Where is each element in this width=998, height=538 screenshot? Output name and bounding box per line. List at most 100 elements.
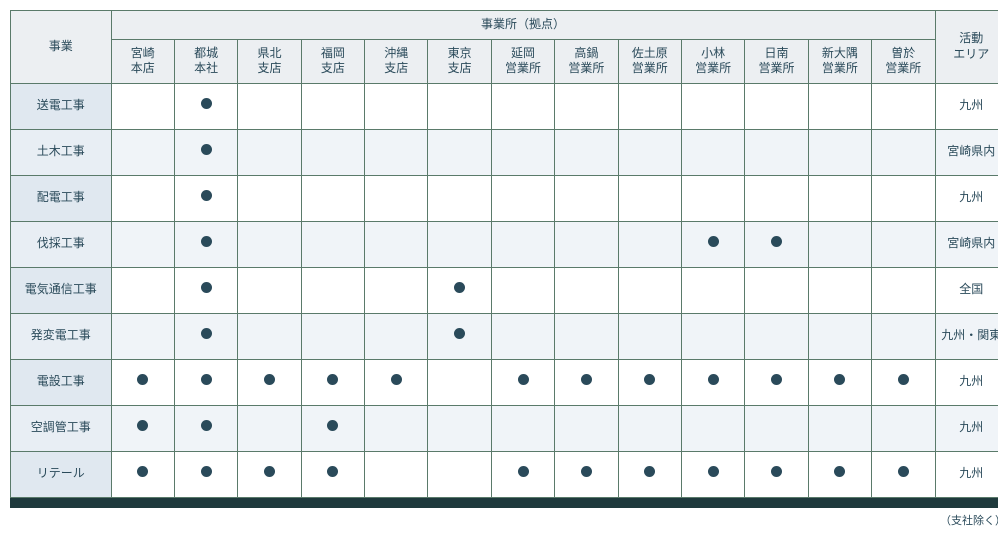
col-header-office: 福岡支店	[301, 39, 364, 83]
dot-icon	[771, 466, 782, 477]
mark-cell	[681, 83, 744, 129]
dot-icon	[518, 374, 529, 385]
mark-cell	[681, 359, 744, 405]
mark-cell	[808, 175, 871, 221]
table-row: 土木工事宮崎県内	[11, 129, 998, 175]
mark-cell	[238, 359, 301, 405]
mark-cell	[491, 83, 554, 129]
table-container: 事業 事業所（拠点） 活動エリア 宮崎本店都城本社県北支店福岡支店沖縄支店東京支…	[10, 10, 998, 528]
mark-cell	[555, 221, 618, 267]
mark-cell	[365, 129, 428, 175]
mark-cell	[808, 405, 871, 451]
mark-cell	[301, 313, 364, 359]
mark-cell	[618, 267, 681, 313]
mark-cell	[301, 405, 364, 451]
col-header-office: 沖縄支店	[365, 39, 428, 83]
mark-cell	[745, 405, 808, 451]
mark-cell	[872, 221, 935, 267]
mark-cell	[491, 267, 554, 313]
mark-cell	[555, 313, 618, 359]
mark-cell	[365, 175, 428, 221]
table-row: リテール 九州	[11, 451, 998, 497]
table-body: 送電工事九州土木工事宮崎県内配電工事九州伐採工事宮崎県内電気通信工事全国発変電工…	[11, 83, 998, 497]
mark-cell	[174, 451, 237, 497]
dot-icon	[137, 420, 148, 431]
mark-cell	[238, 405, 301, 451]
mark-cell	[681, 405, 744, 451]
area-cell: 九州	[935, 359, 998, 405]
mark-cell	[428, 175, 491, 221]
area-cell: 九州	[935, 175, 998, 221]
mark-cell	[618, 451, 681, 497]
mark-cell	[238, 221, 301, 267]
mark-cell	[618, 221, 681, 267]
mark-cell	[238, 267, 301, 313]
mark-cell	[174, 83, 237, 129]
mark-cell	[365, 267, 428, 313]
table-row: 電設工事 九州	[11, 359, 998, 405]
dot-icon	[834, 374, 845, 385]
col-header-office: 新大隅営業所	[808, 39, 871, 83]
mark-cell	[872, 175, 935, 221]
mark-cell	[491, 313, 554, 359]
mark-cell	[238, 451, 301, 497]
area-cell: 九州	[935, 451, 998, 497]
mark-cell	[618, 175, 681, 221]
mark-cell	[428, 359, 491, 405]
mark-cell	[111, 359, 174, 405]
dot-icon	[454, 328, 465, 339]
mark-cell	[365, 405, 428, 451]
mark-cell	[428, 451, 491, 497]
mark-cell	[174, 175, 237, 221]
dot-icon	[834, 466, 845, 477]
mark-cell	[491, 451, 554, 497]
mark-cell	[428, 267, 491, 313]
mark-cell	[555, 129, 618, 175]
mark-cell	[111, 83, 174, 129]
dot-icon	[898, 466, 909, 477]
col-header-office: 日南営業所	[745, 39, 808, 83]
mark-cell	[808, 129, 871, 175]
mark-cell	[872, 451, 935, 497]
mark-cell	[681, 129, 744, 175]
row-header-business: 送電工事	[11, 83, 112, 129]
row-header-business: 電設工事	[11, 359, 112, 405]
dot-icon	[644, 374, 655, 385]
mark-cell	[745, 129, 808, 175]
mark-cell	[238, 313, 301, 359]
col-header-office: 高鍋営業所	[555, 39, 618, 83]
mark-cell	[174, 405, 237, 451]
row-header-business: リテール	[11, 451, 112, 497]
mark-cell	[555, 175, 618, 221]
mark-cell	[745, 313, 808, 359]
dot-icon	[201, 374, 212, 385]
col-header-office: 小林営業所	[681, 39, 744, 83]
mark-cell	[745, 359, 808, 405]
mark-cell	[301, 83, 364, 129]
mark-cell	[491, 405, 554, 451]
mark-cell	[555, 267, 618, 313]
area-cell: 宮崎県内	[935, 129, 998, 175]
mark-cell	[174, 129, 237, 175]
mark-cell	[301, 359, 364, 405]
mark-cell	[301, 267, 364, 313]
footnote: （支社除く）	[10, 508, 998, 528]
dot-icon	[137, 374, 148, 385]
mark-cell	[872, 313, 935, 359]
mark-cell	[111, 129, 174, 175]
dot-icon	[201, 420, 212, 431]
area-cell: 九州	[935, 405, 998, 451]
mark-cell	[618, 129, 681, 175]
mark-cell	[745, 83, 808, 129]
mark-cell	[681, 451, 744, 497]
dot-icon	[708, 236, 719, 247]
mark-cell	[428, 129, 491, 175]
mark-cell	[681, 313, 744, 359]
col-header-office: 延岡営業所	[491, 39, 554, 83]
mark-cell	[618, 405, 681, 451]
mark-cell	[428, 221, 491, 267]
col-header-office: 曽於営業所	[872, 39, 935, 83]
mark-cell	[491, 221, 554, 267]
footer-bar	[10, 498, 998, 508]
mark-cell	[745, 221, 808, 267]
